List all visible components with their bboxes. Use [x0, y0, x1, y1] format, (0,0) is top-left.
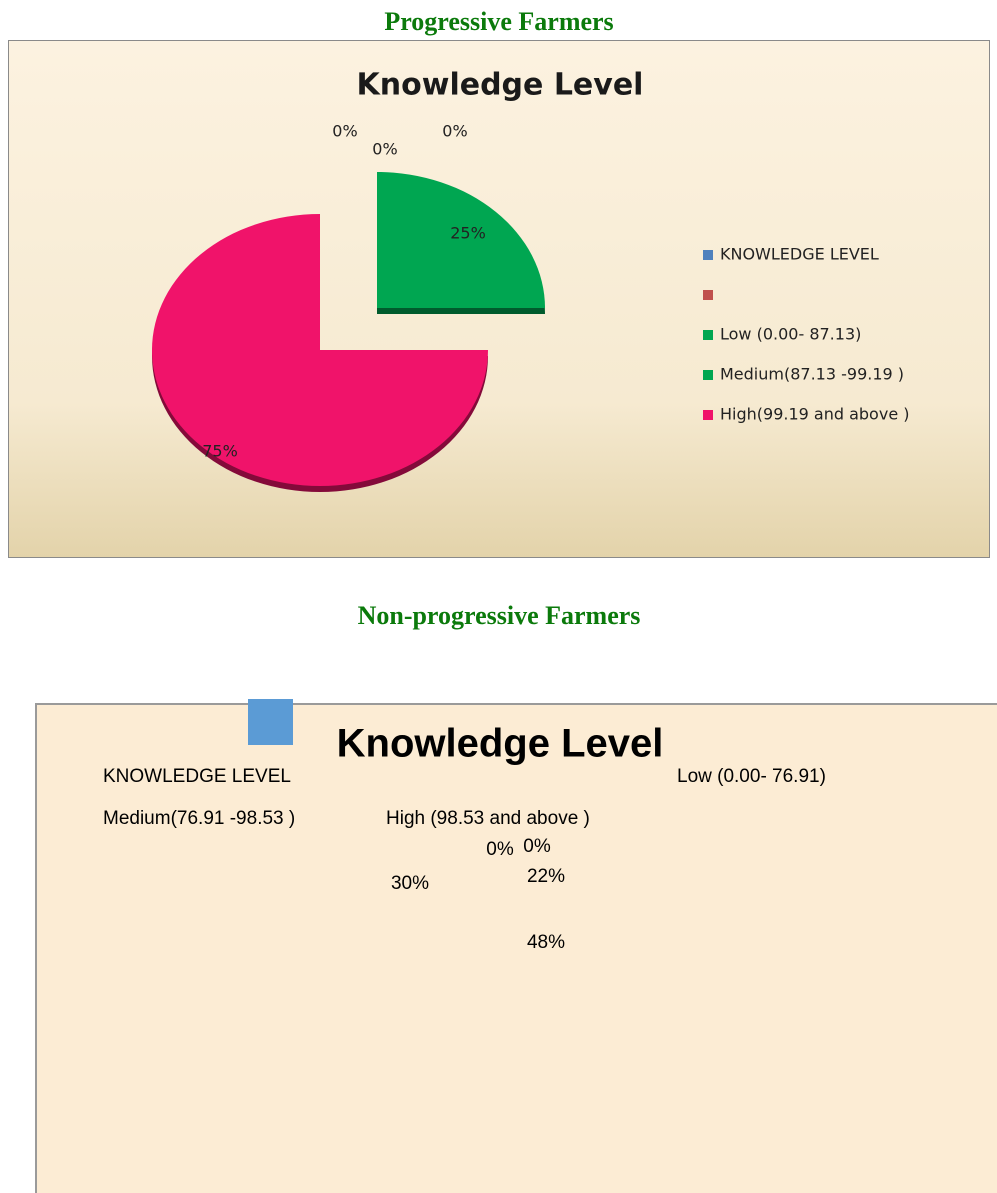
chart-title: Knowledge Level — [337, 722, 664, 766]
data-label: 48% — [527, 932, 565, 953]
chart-frame — [35, 703, 997, 1193]
legend-swatch — [703, 370, 713, 380]
pie-chart: KNOWLEDGE LEVEL Low (0.00- 76.91) Medium(7… — [103, 766, 826, 953]
legend-swatch — [703, 330, 713, 340]
heading: Progressive Farmers — [384, 7, 613, 36]
legend-swatch — [248, 699, 293, 745]
legend-label: Medium(87.13 -99.19 ) — [720, 365, 904, 384]
legend-label: KNOWLEDGE LEVEL — [103, 766, 291, 787]
data-label: 0% — [372, 140, 397, 159]
data-label: 30% — [391, 873, 429, 894]
legend-swatch — [703, 410, 713, 420]
slice — [152, 214, 488, 486]
data-label: 0% — [442, 122, 467, 141]
heading: Non-progressive Farmers — [358, 601, 641, 630]
slice — [377, 172, 545, 308]
legend-label: KNOWLEDGE LEVEL — [720, 245, 879, 264]
chart-title: Knowledge Level — [357, 68, 644, 103]
data-label: 0% — [523, 836, 551, 857]
data-label: 25% — [450, 224, 486, 243]
data-label: 0% — [332, 122, 357, 141]
data-label: 75% — [202, 442, 238, 461]
legend-swatch — [703, 290, 713, 300]
pie-chart: 0% 0% 0% 25% 75% KNOWLEDGE LEVEL Low (0.00- 87… — [152, 122, 909, 492]
legend-label: High (98.53 and above ) — [386, 808, 590, 829]
data-label: 0% — [486, 839, 514, 860]
legend-label: Low (0.00- 87.13) — [720, 325, 861, 344]
legend-label: Low (0.00- 76.91) — [677, 766, 826, 787]
legend-swatch — [703, 250, 713, 260]
legend-label: High(99.19 and above ) — [720, 405, 909, 424]
legend-label: Medium(76.91 -98.53 ) — [103, 808, 295, 829]
data-label: 22% — [527, 866, 565, 887]
